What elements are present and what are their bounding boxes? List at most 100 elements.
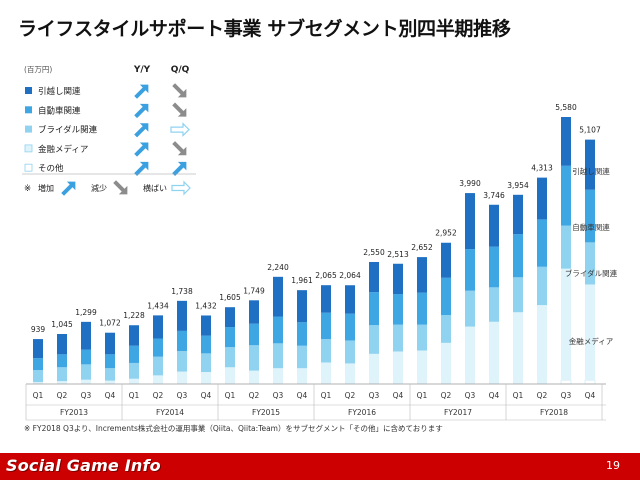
bar-segment-bridal bbox=[225, 347, 235, 368]
fiscal-year-label: FY2018 bbox=[540, 408, 568, 417]
data-label: 1,961 bbox=[291, 276, 313, 285]
bar-segment-moving bbox=[513, 194, 523, 235]
segment-label: 引越し関連 bbox=[572, 166, 610, 176]
bar-segment-automotive bbox=[393, 294, 403, 325]
bar-segment-moving bbox=[345, 285, 355, 314]
segment-label: 金融メディア bbox=[569, 336, 613, 346]
data-label: 4,313 bbox=[531, 164, 553, 173]
bar-segment-moving bbox=[105, 332, 115, 355]
fiscal-year-label: FY2013 bbox=[60, 408, 88, 417]
key-down-label: 減少 bbox=[91, 183, 107, 193]
bar-segment-automotive bbox=[129, 345, 139, 363]
bar-segment-finance-media bbox=[153, 375, 163, 384]
bar-segment-finance-media bbox=[441, 342, 451, 384]
bar-segment-bridal bbox=[273, 343, 283, 369]
legend-label: その他 bbox=[38, 163, 64, 174]
bar-segment-finance-media bbox=[273, 368, 283, 384]
arrow-up-icon bbox=[172, 161, 187, 176]
tick-label: Q1 bbox=[513, 391, 524, 400]
bar-segment-moving bbox=[225, 307, 235, 328]
tick-label: Q3 bbox=[369, 391, 380, 400]
bar-segment-bridal bbox=[153, 356, 163, 376]
bar-segment-automotive bbox=[273, 316, 283, 344]
bar-segment-moving bbox=[369, 261, 379, 293]
bar-segment-automotive bbox=[417, 292, 427, 325]
legend-swatch bbox=[25, 125, 32, 133]
data-label: 1,434 bbox=[147, 301, 169, 310]
bar-segment-bridal bbox=[513, 277, 523, 313]
arrow-flat-icon bbox=[170, 122, 190, 138]
bar-segment-other bbox=[560, 379, 572, 385]
data-label: 3,746 bbox=[483, 191, 505, 200]
arrow-up-icon bbox=[134, 161, 149, 176]
bar-segment-moving bbox=[417, 257, 427, 293]
legend-swatch bbox=[24, 144, 33, 153]
data-label: 2,065 bbox=[315, 271, 337, 280]
bar-segment-finance-media bbox=[345, 363, 355, 384]
data-label: 2,513 bbox=[387, 250, 409, 259]
yy-header: Y/Y bbox=[133, 65, 151, 75]
arrow-down-icon bbox=[113, 180, 128, 195]
data-label: 939 bbox=[31, 325, 46, 334]
tick-label: Q2 bbox=[57, 391, 68, 400]
qq-header: Q/Q bbox=[171, 65, 190, 75]
bar-segment-moving bbox=[201, 315, 211, 336]
legend-swatch bbox=[25, 106, 32, 114]
bar-segment-automotive bbox=[369, 292, 379, 326]
bar-segment-bridal bbox=[441, 315, 451, 343]
tick-label: Q2 bbox=[441, 391, 452, 400]
bar-segment-automotive bbox=[249, 323, 259, 346]
arrow-up-icon bbox=[134, 142, 149, 157]
bar-segment-moving bbox=[129, 325, 139, 346]
bar-segment-automotive bbox=[201, 335, 211, 354]
bar-segment-bridal bbox=[297, 345, 307, 369]
data-label: 2,952 bbox=[435, 229, 457, 238]
bar-segment-finance-media bbox=[57, 381, 67, 384]
data-label: 1,749 bbox=[243, 286, 265, 295]
bar-segment-finance-media bbox=[369, 353, 379, 384]
bar-segment-moving bbox=[249, 300, 259, 324]
footer-bar: Social Game Info 19 bbox=[0, 453, 640, 480]
bar-segment-finance-media bbox=[249, 370, 259, 384]
bar-segment-moving bbox=[57, 333, 67, 355]
data-label: 2,240 bbox=[267, 263, 289, 272]
bar-segment-finance-media bbox=[321, 362, 331, 384]
data-label: 2,550 bbox=[363, 248, 385, 257]
bar-segment-finance-media bbox=[585, 284, 595, 381]
data-label: 2,652 bbox=[411, 243, 433, 252]
bar-segment-moving bbox=[489, 204, 499, 247]
unit-label: (百万円) bbox=[24, 65, 52, 74]
bar-segment-moving bbox=[33, 339, 43, 359]
bar-segment-automotive bbox=[57, 354, 67, 368]
bar-segment-finance-media bbox=[225, 367, 235, 384]
bar-segment-moving bbox=[561, 117, 571, 166]
bar-segment-automotive bbox=[489, 246, 499, 288]
bar-segment-bridal bbox=[345, 340, 355, 364]
bar-segment-bridal bbox=[393, 324, 403, 352]
bar-segment-bridal bbox=[105, 368, 115, 381]
bar-segment-finance-media bbox=[201, 372, 211, 384]
bar-segment-bridal bbox=[585, 242, 595, 285]
bar-segment-finance-media bbox=[393, 351, 403, 384]
data-label: 2,064 bbox=[339, 271, 361, 280]
bar-segment-bridal bbox=[321, 339, 331, 363]
key-flat-label: 横ばい bbox=[143, 183, 167, 193]
arrow-down-icon bbox=[172, 102, 187, 117]
arrow-down-icon bbox=[172, 141, 187, 156]
data-label: 1,299 bbox=[75, 308, 97, 317]
data-label: 1,432 bbox=[195, 301, 217, 310]
bar-segment-bridal bbox=[81, 364, 91, 380]
tick-label: Q4 bbox=[393, 391, 404, 400]
data-label: 1,228 bbox=[123, 311, 145, 320]
tick-label: Q1 bbox=[33, 391, 44, 400]
tick-label: Q2 bbox=[537, 391, 548, 400]
bar-segment-automotive bbox=[321, 312, 331, 340]
tick-label: Q2 bbox=[249, 391, 260, 400]
bar-segment-finance-media bbox=[513, 312, 523, 384]
bar-segment-automotive bbox=[105, 354, 115, 369]
legend-swatch bbox=[25, 87, 32, 94]
tick-label: Q4 bbox=[105, 391, 116, 400]
data-label: 5,107 bbox=[579, 126, 601, 135]
bar-segment-finance-media bbox=[81, 379, 91, 384]
